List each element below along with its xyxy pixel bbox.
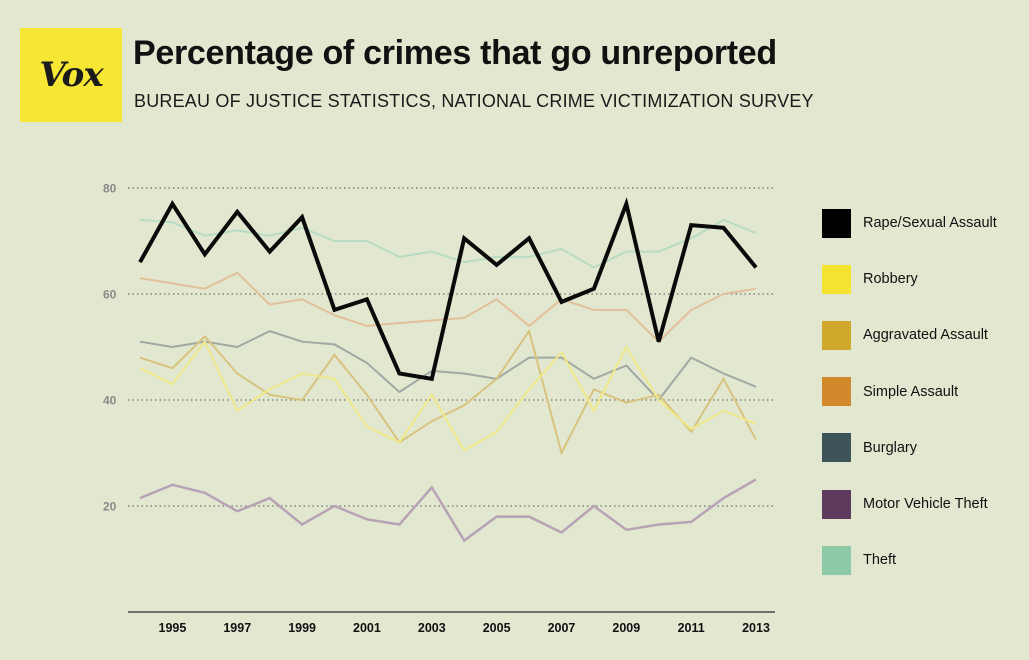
x-tick-label: 2001	[353, 621, 381, 635]
legend-label: Theft	[863, 552, 897, 569]
series-line-robbery	[139, 339, 757, 452]
chart-subtitle: BUREAU OF JUSTICE STATISTICS, NATIONAL C…	[134, 91, 814, 111]
x-tick-label: 1999	[288, 621, 316, 635]
x-tick-label: 2007	[548, 621, 576, 635]
legend-item: Motor Vehicle Theft	[822, 476, 1022, 532]
x-tick-label: 2013	[742, 621, 770, 635]
y-tick-label: 20	[103, 500, 117, 514]
y-tick-label: 40	[103, 394, 117, 408]
legend-item: Theft	[822, 532, 1022, 588]
legend-item: Robbery	[822, 251, 1022, 307]
legend-label: Aggravated Assault	[863, 327, 988, 344]
legend-item: Rape/Sexual Assault	[822, 195, 1022, 251]
legend-swatch	[822, 377, 851, 407]
chart-legend: Rape/Sexual Assault Robbery Aggravated Ass…	[822, 195, 1022, 588]
chart-title: Percentage of crimes that go unreported	[133, 34, 777, 72]
x-tick-label: 2009	[612, 621, 640, 635]
legend-label: Simple Assault	[863, 383, 959, 400]
series-line-motor-vehicle-theft	[139, 478, 757, 543]
x-tick-label: 1997	[223, 621, 251, 635]
legend-label: Burglary	[863, 439, 917, 456]
y-tick-label: 80	[103, 182, 117, 196]
legend-swatch	[822, 320, 851, 350]
series-line-burglary	[139, 330, 757, 402]
series-line-theft	[139, 218, 757, 269]
legend-label: Motor Vehicle Theft	[863, 496, 988, 513]
legend-item: Burglary	[822, 420, 1022, 476]
legend-label: Robbery	[863, 271, 918, 288]
x-tick-label: 2011	[678, 621, 705, 635]
series-line-rape-sexual-assault	[138, 197, 758, 382]
legend-swatch	[822, 433, 851, 463]
legend-item: Simple Assault	[822, 364, 1022, 420]
series-line-aggravated-assault	[139, 328, 757, 456]
series-line-simple-assault	[139, 271, 757, 344]
legend-swatch	[822, 264, 851, 294]
vox-logo: Vox	[20, 28, 122, 122]
x-tick-label: 1995	[159, 621, 187, 635]
y-tick-label: 60	[103, 288, 117, 302]
legend-item: Aggravated Assault	[822, 307, 1022, 363]
legend-label: Rape/Sexual Assault	[863, 215, 997, 232]
legend-swatch	[822, 489, 851, 519]
x-tick-label: 2003	[418, 621, 446, 635]
legend-swatch	[822, 545, 851, 575]
x-tick-label: 2005	[483, 621, 511, 635]
vox-logo-text: Vox	[39, 55, 103, 95]
legend-swatch	[822, 208, 851, 238]
